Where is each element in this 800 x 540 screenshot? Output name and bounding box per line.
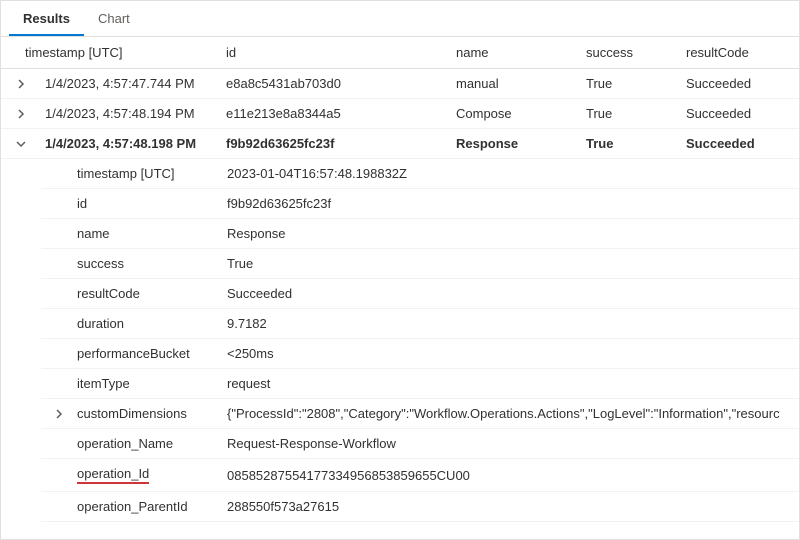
tab-chart[interactable]: Chart <box>84 1 144 36</box>
chevron-right-icon[interactable] <box>53 408 65 420</box>
detail-value: 08585287554177334956853859655CU00 <box>227 468 799 483</box>
detail-key: id <box>77 196 227 211</box>
detail-value: True <box>227 256 799 271</box>
detail-value: <250ms <box>227 346 799 361</box>
cell-resultcode: Succeeded <box>686 106 799 121</box>
detail-value: 9.7182 <box>227 316 799 331</box>
cell-success: True <box>586 76 686 91</box>
table-row[interactable]: 1/4/2023, 4:57:48.198 PMf9b92d63625fc23f… <box>1 129 799 159</box>
detail-key: timestamp [UTC] <box>77 166 227 181</box>
tabs-bar: Results Chart <box>1 1 799 37</box>
chevron-down-icon[interactable] <box>15 138 27 150</box>
col-header-name[interactable]: name <box>456 45 586 60</box>
detail-row: performanceBucket<250ms <box>41 339 799 369</box>
table-row[interactable]: 1/4/2023, 4:57:48.194 PMe11e213e8a8344a5… <box>1 99 799 129</box>
table-row[interactable]: 1/4/2023, 4:57:47.744 PMe8a8c5431ab703d0… <box>1 69 799 99</box>
detail-value: 288550f573a27615 <box>227 499 799 514</box>
detail-row: timestamp [UTC]2023-01-04T16:57:48.19883… <box>41 159 799 189</box>
detail-key: operation_ParentId <box>77 499 227 514</box>
col-header-success[interactable]: success <box>586 45 686 60</box>
detail-value: Request-Response-Workflow <box>227 436 799 451</box>
detail-row: itemTyperequest <box>41 369 799 399</box>
detail-row: operation_ParentId288550f573a27615 <box>41 492 799 522</box>
detail-value: {"ProcessId":"2808","Category":"Workflow… <box>227 406 799 421</box>
detail-value: Response <box>227 226 799 241</box>
cell-success: True <box>586 136 686 151</box>
detail-row: customDimensions{"ProcessId":"2808","Cat… <box>41 399 799 429</box>
detail-key: itemType <box>77 376 227 391</box>
detail-key: duration <box>77 316 227 331</box>
chevron-right-icon[interactable] <box>15 78 27 90</box>
detail-value: Succeeded <box>227 286 799 301</box>
cell-resultcode: Succeeded <box>686 76 799 91</box>
detail-key: resultCode <box>77 286 227 301</box>
cell-id: e11e213e8a8344a5 <box>226 106 456 121</box>
cell-resultcode: Succeeded <box>686 136 799 151</box>
cell-id: e8a8c5431ab703d0 <box>226 76 456 91</box>
highlighted-key: operation_Id <box>77 466 149 484</box>
detail-row: successTrue <box>41 249 799 279</box>
detail-value: f9b92d63625fc23f <box>227 196 799 211</box>
detail-key: name <box>77 226 227 241</box>
detail-row: resultCodeSucceeded <box>41 279 799 309</box>
detail-row: idf9b92d63625fc23f <box>41 189 799 219</box>
cell-timestamp: 1/4/2023, 4:57:47.744 PM <box>41 76 226 91</box>
col-header-resultcode[interactable]: resultCode <box>686 45 799 60</box>
detail-row: nameResponse <box>41 219 799 249</box>
table-body: 1/4/2023, 4:57:47.744 PMe8a8c5431ab703d0… <box>1 69 799 522</box>
cell-timestamp: 1/4/2023, 4:57:48.194 PM <box>41 106 226 121</box>
col-header-timestamp[interactable]: timestamp [UTC] <box>13 45 198 60</box>
col-header-id[interactable]: id <box>226 45 456 60</box>
detail-key: customDimensions <box>77 406 227 421</box>
detail-key: operation_Name <box>77 436 227 451</box>
cell-success: True <box>586 106 686 121</box>
detail-row: operation_NameRequest-Response-Workflow <box>41 429 799 459</box>
table-header: timestamp [UTC] id name success resultCo… <box>1 37 799 69</box>
detail-value: 2023-01-04T16:57:48.198832Z <box>227 166 799 181</box>
cell-name: manual <box>456 76 586 91</box>
cell-id: f9b92d63625fc23f <box>226 136 456 151</box>
detail-row: operation_Id 0858528755417733495685385965… <box>41 459 799 492</box>
detail-row: duration9.7182 <box>41 309 799 339</box>
detail-key: operation_Id <box>77 466 227 484</box>
detail-key: performanceBucket <box>77 346 227 361</box>
detail-area: timestamp [UTC]2023-01-04T16:57:48.19883… <box>1 159 799 522</box>
cell-name: Response <box>456 136 586 151</box>
chevron-right-icon[interactable] <box>15 108 27 120</box>
detail-key: success <box>77 256 227 271</box>
detail-value: request <box>227 376 799 391</box>
tab-results[interactable]: Results <box>9 1 84 36</box>
cell-timestamp: 1/4/2023, 4:57:48.198 PM <box>41 136 226 151</box>
cell-name: Compose <box>456 106 586 121</box>
